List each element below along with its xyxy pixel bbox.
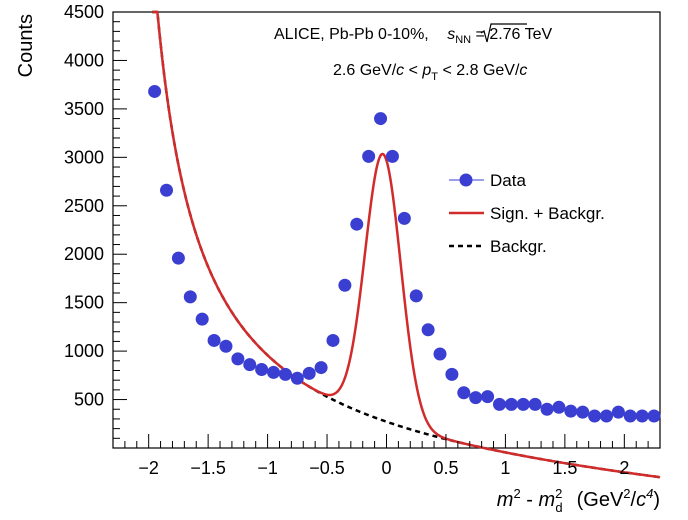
data-point bbox=[290, 371, 304, 385]
x-axis-title: m2 - m2 d (GeV2/c4) bbox=[497, 486, 660, 515]
y-tick-label: 3500 bbox=[64, 99, 104, 119]
legend-entry-sign-backgr: Sign. + Backgr. bbox=[449, 204, 605, 223]
data-point bbox=[326, 333, 340, 347]
data-point bbox=[504, 397, 518, 411]
y-tick-label: 1000 bbox=[64, 341, 104, 361]
data-point bbox=[623, 409, 637, 423]
data-point bbox=[635, 409, 649, 423]
data-point bbox=[457, 386, 471, 400]
data-point bbox=[231, 352, 245, 366]
legend: Data Sign. + Backgr. Backgr. bbox=[449, 171, 605, 256]
data-point bbox=[183, 290, 197, 304]
legend-entry-data: Data bbox=[449, 171, 526, 190]
data-point bbox=[171, 251, 185, 265]
x-tick-label: −1 bbox=[257, 458, 278, 478]
x-tick-label: −2 bbox=[138, 458, 159, 478]
legend-entry-backgr: Backgr. bbox=[449, 237, 547, 256]
annotation-line-1: ALICE, Pb-Pb 0-10%, sNN = 2.76 TeV bbox=[274, 26, 553, 46]
y-tick-label: 4000 bbox=[64, 50, 104, 70]
x-ticks-group: −2 −1.5 −1 −0.5 0 0.5 1 1.5 2 bbox=[112, 434, 661, 478]
data-point bbox=[314, 361, 328, 375]
data-point bbox=[195, 312, 209, 326]
data-point bbox=[611, 405, 625, 419]
data-point bbox=[647, 409, 661, 423]
x-tick-label: −1.5 bbox=[190, 458, 226, 478]
data-point bbox=[540, 402, 554, 416]
sqrt-radical-mark bbox=[480, 23, 527, 43]
legend-sign-backgr-label: Sign. + Backgr. bbox=[490, 204, 605, 223]
data-point bbox=[588, 409, 602, 423]
data-point bbox=[148, 84, 162, 98]
data-point bbox=[267, 365, 281, 379]
x-tick-label: −0.5 bbox=[309, 458, 345, 478]
signal-plus-background-fit-group bbox=[152, 10, 661, 479]
data-point bbox=[302, 366, 316, 380]
data-point bbox=[338, 278, 352, 292]
data-point bbox=[278, 367, 292, 381]
data-point bbox=[243, 358, 257, 372]
legend-backgr-label: Backgr. bbox=[490, 237, 547, 256]
data-point bbox=[599, 409, 613, 423]
y-tick-label: 3000 bbox=[64, 147, 104, 167]
data-point bbox=[516, 397, 530, 411]
y-tick-label: 2500 bbox=[64, 196, 104, 216]
data-point bbox=[362, 149, 376, 163]
data-point bbox=[552, 400, 566, 414]
data-point bbox=[469, 391, 483, 405]
x-tick-label: 2 bbox=[619, 458, 629, 478]
data-point bbox=[564, 404, 578, 418]
data-point bbox=[219, 339, 233, 353]
data-point bbox=[255, 363, 269, 377]
data-point bbox=[445, 367, 459, 381]
data-point bbox=[374, 112, 388, 126]
data-point bbox=[350, 217, 364, 231]
data-point bbox=[397, 211, 411, 225]
x-tick-label: 1.5 bbox=[552, 458, 577, 478]
data-point bbox=[160, 183, 174, 197]
x-tick-label: 1 bbox=[500, 458, 510, 478]
y-tick-label: 1500 bbox=[64, 293, 104, 313]
y-tick-label: 4500 bbox=[64, 2, 104, 22]
data-point bbox=[433, 347, 447, 361]
legend-data-label: Data bbox=[490, 171, 526, 190]
signal-plus-background-fit-curve bbox=[152, 10, 661, 479]
data-point bbox=[409, 289, 423, 303]
data-point bbox=[385, 149, 399, 163]
annotation-line-2: 2.6 GeV/c < pT < 2.8 GeV/c bbox=[333, 62, 527, 83]
y-tick-label: 2000 bbox=[64, 244, 104, 264]
y-ticks-group: 500 1000 1500 2000 2500 3000 3500 4000 4500 bbox=[64, 2, 127, 449]
y-axis-title: Counts bbox=[15, 14, 37, 77]
data-point bbox=[576, 405, 590, 419]
y-tick-label: 500 bbox=[74, 390, 104, 410]
data-point bbox=[207, 333, 221, 347]
x-tick-label: 0.5 bbox=[433, 458, 458, 478]
data-point bbox=[528, 397, 542, 411]
data-point bbox=[481, 390, 495, 404]
data-point bbox=[492, 397, 506, 411]
data-point bbox=[421, 323, 435, 337]
legend-data-marker bbox=[459, 173, 473, 187]
x-tick-label: 0 bbox=[381, 458, 391, 478]
data-points-group bbox=[148, 84, 661, 423]
